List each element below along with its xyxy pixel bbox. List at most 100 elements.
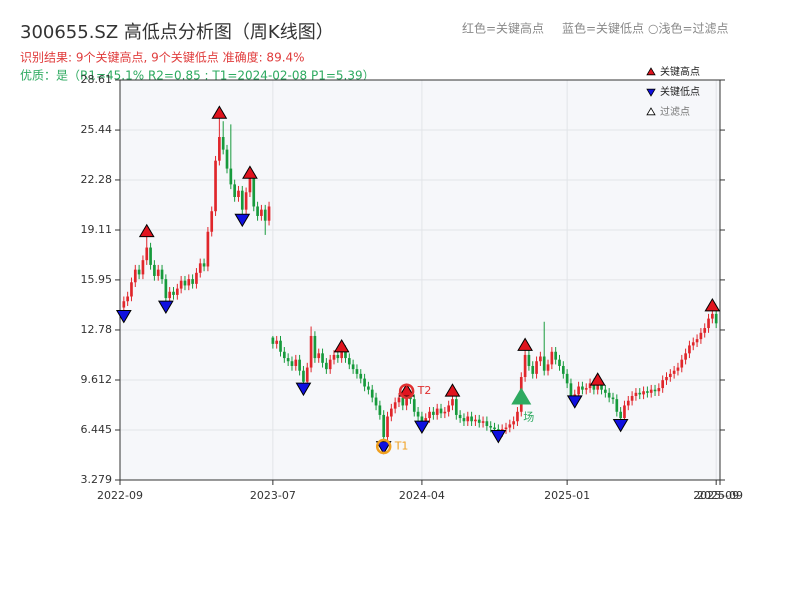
key-point (234, 213, 251, 228)
y-tick-label: 9.612 (81, 373, 113, 386)
candle-body (424, 418, 428, 422)
candle-body (221, 137, 225, 150)
candle-body (703, 328, 707, 333)
candle-body (443, 411, 447, 414)
candle-body (588, 383, 592, 389)
header-legend: 蓝色=关键低点 (562, 22, 644, 36)
legend-label: 关键高点 (660, 65, 700, 78)
candle-body (668, 373, 672, 378)
candle-body (596, 384, 600, 390)
candle-body (198, 263, 202, 273)
key-point (398, 383, 415, 397)
y-tick-label: 3.279 (81, 473, 113, 486)
candle-body (313, 335, 317, 359)
candle-body (386, 416, 389, 438)
candle-body (179, 280, 183, 289)
candle-body (611, 397, 615, 400)
candle-body (619, 411, 622, 419)
candle-body (153, 264, 156, 276)
candle-body (550, 351, 554, 365)
candle-body (691, 342, 695, 346)
candle-body (340, 350, 343, 359)
chart-title: 300655.SZ 高低点分析图（周K线图） (20, 22, 334, 43)
candle-body (271, 337, 275, 344)
annotation-marker (511, 387, 532, 405)
candle-body (210, 211, 214, 232)
candle-body (458, 414, 462, 419)
candle-body (305, 367, 309, 382)
candle-body (260, 209, 263, 216)
candle-body (325, 362, 328, 370)
candle-body (634, 392, 638, 396)
candle-body (615, 399, 619, 412)
key-point (517, 337, 533, 351)
candle-body (336, 354, 340, 359)
candle-body (195, 272, 198, 284)
candle-body (454, 399, 458, 415)
candle-body (225, 149, 229, 169)
candle-body (240, 190, 244, 210)
candle-body (638, 392, 642, 395)
candle-body (508, 424, 512, 428)
legend-label: 关键低点 (660, 85, 700, 98)
candle-body (309, 335, 313, 368)
candle-body (477, 419, 481, 423)
candle-body (573, 394, 577, 396)
key-point (704, 297, 721, 312)
legend-symbol (646, 107, 656, 116)
candle-body (286, 358, 290, 362)
x-tick-label: 2025-09 (693, 489, 739, 502)
candle-body (202, 263, 206, 267)
candle-body (187, 279, 191, 286)
key-point (138, 223, 155, 238)
candle-body (714, 313, 718, 324)
y-tick-label: 12.78 (81, 323, 113, 336)
candle-body (233, 184, 236, 198)
key-point (444, 383, 461, 397)
candle-body (672, 370, 676, 374)
candle-body (535, 361, 538, 374)
candle-body (600, 384, 603, 390)
candle-body (397, 397, 401, 403)
candle-body (244, 192, 248, 210)
candle-body (565, 373, 569, 384)
subtitle: 识别结果: 9个关键高点, 9个关键低点 准确度: 89.4% (20, 50, 305, 65)
candle-body (279, 340, 282, 352)
candle-body (359, 373, 363, 379)
candle-body (351, 364, 355, 370)
candle-body (412, 399, 416, 412)
quality-note: 优质：是（R1=45.1% R2=0.85 ; T1=2024-02-08 P1… (20, 69, 375, 83)
key-point (333, 339, 350, 353)
candle-body (523, 354, 527, 378)
candle-body (370, 389, 374, 398)
candle-body (554, 351, 558, 360)
candle-body (252, 178, 256, 207)
candle-body (604, 389, 607, 393)
candle-body (156, 269, 160, 276)
candle-body (470, 416, 473, 422)
candle-body (263, 209, 267, 221)
candle-body (642, 391, 645, 395)
candle-body (126, 296, 129, 302)
candle-body (416, 411, 420, 417)
annotation-label: 场 (523, 410, 534, 424)
candle-body (390, 408, 393, 417)
candle-body (661, 380, 665, 389)
x-tick-label: 2023-07 (250, 489, 296, 502)
annotation-label: T1 (394, 440, 409, 453)
candle-body (539, 356, 542, 362)
x-tick-label: 2025-01 (544, 489, 590, 502)
candle-body (149, 247, 152, 265)
key-point (157, 300, 174, 314)
annotation-label: T2 (417, 384, 432, 397)
candle-body (688, 345, 691, 354)
candle-body (512, 421, 515, 425)
candle-body (699, 332, 703, 340)
candle-body (363, 378, 366, 387)
candle-body (374, 397, 378, 406)
candle-body (328, 359, 332, 370)
candle-body (428, 411, 431, 419)
candle-body (420, 416, 424, 422)
